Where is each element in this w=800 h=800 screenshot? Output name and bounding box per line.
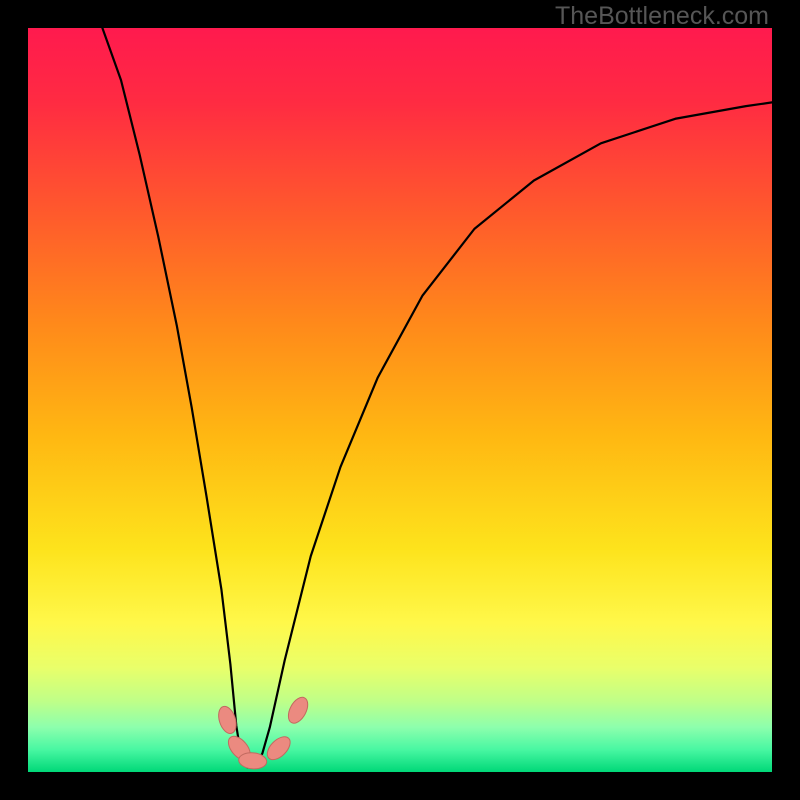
chart-svg <box>28 28 772 772</box>
gradient-background <box>28 28 772 772</box>
watermark-text: TheBottleneck.com <box>555 2 769 31</box>
